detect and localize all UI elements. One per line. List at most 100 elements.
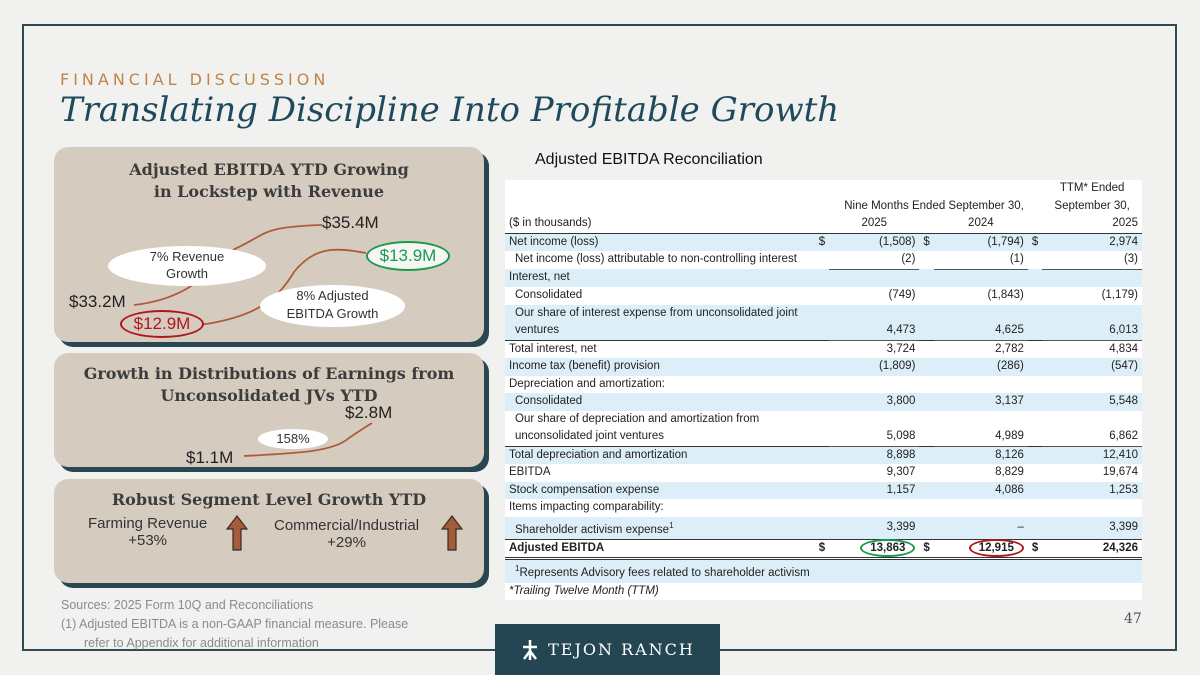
currency-sign (1028, 376, 1042, 394)
panel1-title-line1: Adjusted EBITDA YTD Growing (129, 160, 409, 179)
year-col-1: 2025 (829, 215, 920, 234)
value-2025-ttm: 5,548 (1042, 393, 1142, 411)
value-2024-nine: – (933, 516, 1028, 540)
table-row: Income tax (benefit) provision (1,809) (28… (505, 358, 1142, 376)
table-row: Adjusted EBITDA $13,863 $12,915 $24,326 (505, 538, 1142, 561)
up-arrow-icon (226, 515, 248, 551)
table-row: Interest, net (505, 269, 1142, 287)
table-row: Net income (loss) attributable to non-co… (505, 251, 1142, 270)
currency-sign: $ (919, 538, 934, 561)
row-label: Net income (loss) (505, 233, 815, 251)
value-2025-ttm: (547) (1042, 358, 1142, 376)
jv-growth-label: 158% (258, 429, 328, 449)
value-2024-nine: 8,126 (933, 445, 1028, 464)
currency-sign (919, 339, 934, 358)
value-2025-ttm (1042, 499, 1142, 517)
table-row: Stock compensation expense 1,157 4,086 1,25… (505, 481, 1142, 499)
currency-sign: $ (919, 233, 934, 251)
value-2025-nine: 5,098 (829, 428, 920, 447)
currency-sign (919, 376, 933, 394)
value-2024-nine (933, 269, 1028, 287)
revenue-curve (133, 224, 323, 306)
row-label: Adjusted EBITDA (505, 538, 815, 561)
row-label: Items impacting comparability: (509, 501, 664, 513)
commercial-label: Commercial/Industrial (274, 517, 420, 534)
ttm-note-row: *Trailing Twelve Month (TTM) (505, 583, 1142, 601)
value-2025-ttm: 2,974 (1042, 233, 1142, 251)
row-label: Net income (loss) attributable to non-co… (515, 253, 797, 266)
value-2024-nine (934, 411, 1028, 429)
value-2025-nine (829, 304, 920, 322)
value-2025-nine: (749) (888, 289, 916, 301)
header-ttm-date: September 30, (1054, 199, 1130, 212)
row-label: unconsolidated joint ventures (515, 430, 664, 442)
currency-sign: $ (1027, 538, 1043, 561)
footer-notes: Sources: 2025 Form 10Q and Reconciliatio… (61, 596, 408, 653)
table-row: Total interest, net 3,724 2,782 4,834 (505, 339, 1142, 358)
row-label: EBITDA (509, 466, 551, 478)
value-2025-ttm: 1,253 (1042, 481, 1142, 499)
panel2-title-line1: Growth in Distributions of Earnings from (83, 364, 455, 383)
currency-sign (1028, 287, 1042, 305)
currency-sign (815, 411, 829, 429)
currency-sign: $ (814, 538, 830, 561)
farming-block: Farming Revenue +53% (88, 515, 207, 549)
recon-header-row: Nine Months Ended September 30, September… (505, 198, 1142, 216)
row-label: Our share of interest expense from uncon… (505, 304, 815, 322)
currency-sign (815, 376, 829, 394)
currency-sign (1027, 445, 1043, 464)
value-2024-nine: 2,782 (933, 339, 1028, 358)
currency-sign (814, 304, 830, 322)
footnote-text: 1Represents Advisory fees related to sha… (505, 558, 1142, 583)
value-2025-ttm (1042, 411, 1142, 429)
value-2025-ttm: (3) (1042, 251, 1142, 270)
logo-text: TEJON RANCH (548, 640, 695, 659)
currency-sign (919, 269, 934, 287)
farming-label: Farming Revenue (88, 515, 208, 532)
revenue-end-value: $35.4M (322, 213, 379, 232)
ebitda-growth-line1: 8% Adjusted (296, 288, 369, 303)
row-label: Our share of depreciation and amortizati… (515, 412, 760, 425)
recon-title: Adjusted EBITDA Reconciliation (535, 151, 763, 168)
row-label: Depreciation and amortization: (509, 377, 665, 390)
units-label: ($ in thousands) (505, 215, 815, 234)
currency-sign (814, 516, 830, 540)
currency-sign (919, 411, 933, 429)
ebitda-growth-label: 8% Adjusted EBITDA Growth (260, 285, 405, 327)
ttm-note: *Trailing Twelve Month (TTM) (509, 584, 659, 597)
footnote-row: 1Represents Advisory fees related to sha… (505, 558, 1142, 583)
value-2025-nine: (1,809) (829, 358, 920, 376)
ebitda-2024-circle: 12,915 (968, 538, 1024, 557)
ebitda-start-value: $12.9M (120, 310, 204, 338)
value-2024-nine (934, 376, 1028, 394)
table-row: Net income (loss) $ (1,508) $ (1,794) $2,974 (505, 233, 1142, 251)
value-2025-ttm: 3,399 (1042, 516, 1142, 540)
currency-sign (919, 304, 934, 322)
currency-sign (814, 322, 830, 340)
currency-sign (919, 481, 934, 499)
year-col-3: 2025 (1042, 215, 1142, 234)
currency-sign (1027, 393, 1043, 411)
value-2025-nine: 1,157 (829, 481, 920, 499)
currency-sign (919, 445, 934, 464)
currency-sign (814, 445, 830, 464)
value-2025-ttm (1042, 269, 1142, 287)
value-2025-ttm: 4,834 (1042, 339, 1142, 358)
currency-sign (1027, 322, 1043, 340)
revenue-start-value: $33.2M (69, 292, 126, 311)
currency-sign (1027, 358, 1043, 376)
currency-sign (1027, 516, 1043, 540)
recon-header-row: TTM* Ended (505, 180, 1142, 198)
page-number: 47 (1124, 611, 1142, 627)
value-2025-nine: (2) (829, 251, 920, 270)
value-2024-nine: (286) (933, 358, 1028, 376)
farming-value: +53% (128, 532, 168, 549)
ebitda-growth-panel: Adjusted EBITDA YTD Growing in Lockstep … (54, 147, 484, 342)
growth-curves (133, 224, 367, 326)
table-row: unconsolidated joint ventures 5,098 4,989 6… (505, 428, 1142, 447)
currency-sign (919, 428, 933, 446)
currency-sign (814, 339, 830, 358)
ebitda-curve (198, 248, 367, 326)
currency-sign: $ (1027, 233, 1043, 251)
panel3-title: Robust Segment Level Growth YTD (111, 490, 427, 509)
